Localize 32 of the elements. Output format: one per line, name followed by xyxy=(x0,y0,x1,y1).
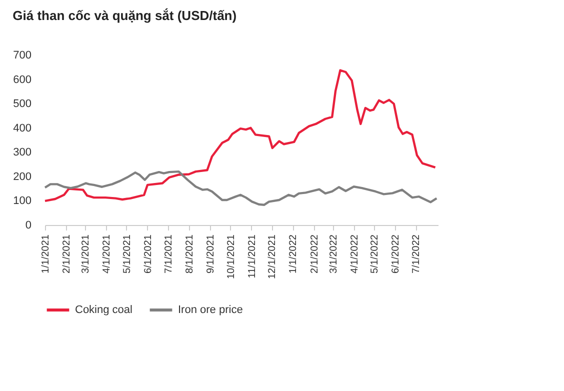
line-series xyxy=(44,170,438,206)
x-tick-label: 1/1/2022 xyxy=(288,234,300,274)
line-series xyxy=(44,69,436,202)
x-tick-label: 1/1/2021 xyxy=(40,234,52,274)
x-tick-label: 3/1/2022 xyxy=(328,234,340,274)
y-tick-label: 500 xyxy=(13,98,32,110)
y-tick-label: 300 xyxy=(13,146,32,159)
x-tick-label: 6/1/2021 xyxy=(142,234,154,274)
x-tick-label: 2/1/2022 xyxy=(309,234,320,274)
x-tick-label: 5/1/2022 xyxy=(370,234,381,274)
x-tick-label: 4/1/2021 xyxy=(102,234,113,274)
x-tick-label: 7/1/2021 xyxy=(163,234,174,274)
x-tick-label: 7/1/2022 xyxy=(411,234,422,274)
x-tick-label: 5/1/2021 xyxy=(122,234,133,274)
x-tick-label: 9/1/2021 xyxy=(205,234,216,274)
x-tick-label: 6/1/2022 xyxy=(390,234,402,274)
x-tick-label: 4/1/2022 xyxy=(349,234,360,274)
x-tick-label: 12/1/2021 xyxy=(267,234,278,279)
x-tick-label: 8/1/2021 xyxy=(184,234,196,274)
chart-title: Giá than cốc và quặng sắt (USD/tấn) xyxy=(12,8,237,23)
y-tick-label: 200 xyxy=(13,170,32,183)
x-tick-label: 10/1/2021 xyxy=(226,234,237,279)
y-tick-label: 600 xyxy=(13,74,32,86)
x-tick-label: 2/1/2021 xyxy=(62,234,73,274)
y-tick-label: 400 xyxy=(13,122,32,134)
y-tick-label: 100 xyxy=(13,195,32,208)
legend-label: Coking coal xyxy=(75,304,132,316)
y-tick-label: 0 xyxy=(25,220,32,232)
legend-label: Iron ore price xyxy=(178,304,243,316)
x-tick-label: 11/1/2021 xyxy=(246,234,258,278)
x-tick-label: 3/1/2021 xyxy=(80,234,92,274)
y-tick-label: 700 xyxy=(13,50,32,62)
